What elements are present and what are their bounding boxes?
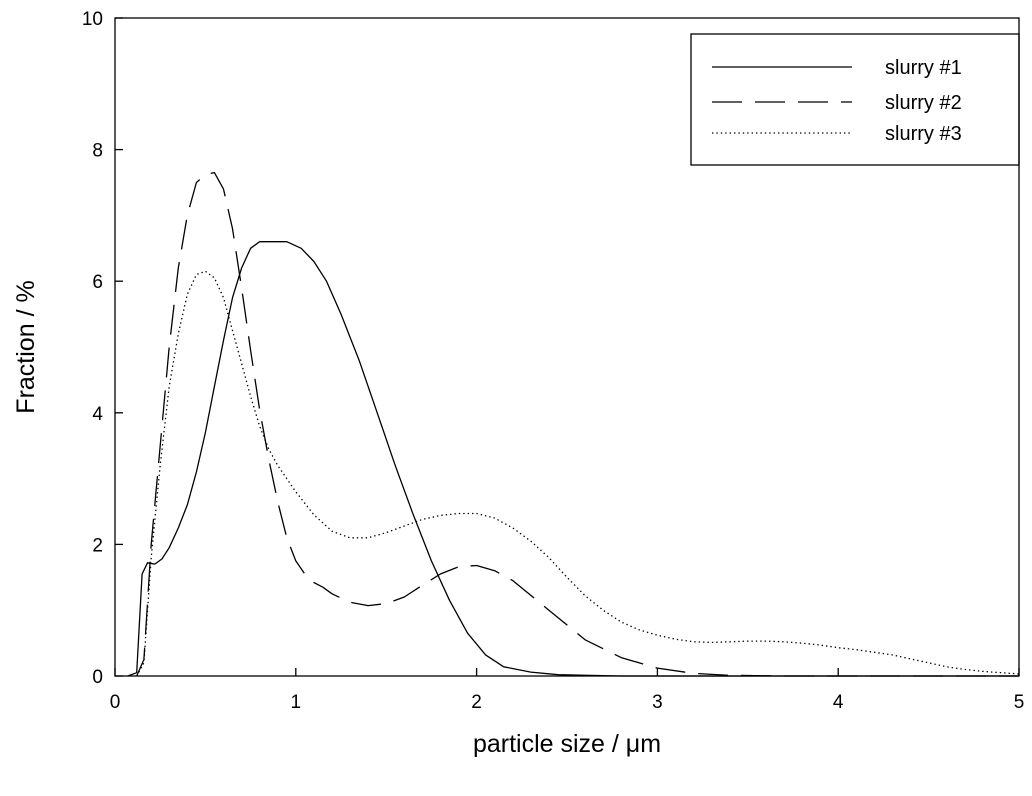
y-tick-label: 0 [92,667,103,688]
x-tick-label: 5 [1014,692,1025,713]
y-axis-title: Fraction / % [12,280,40,413]
y-tick-label: 6 [92,272,103,293]
series-layer [127,171,1020,677]
legend-box [690,33,1020,166]
legend-label-slurry-2: slurry #2 [885,92,962,114]
y-tick-label: 10 [82,9,103,30]
legend-label-slurry-1: slurry #1 [885,57,962,79]
legend: slurry #1 slurry #2 slurry #3 [690,33,1020,166]
legend-label-slurry-3: slurry #3 [885,123,962,145]
series-line-slurry-3 [136,270,1020,677]
y-tick-label: 4 [92,404,103,425]
y-tick-label: 8 [92,141,103,162]
series-line-slurry-2 [136,171,1019,677]
x-tick-label: 4 [833,692,844,713]
x-tick-label: 1 [291,692,302,713]
y-tick-label: 2 [92,535,103,556]
y-axis: 0 2 4 6 8 10 [82,9,123,688]
x-axis-title: particle size / μm [473,730,661,758]
plot-frame [114,17,1020,677]
x-tick-label: 0 [110,692,121,713]
x-tick-label: 2 [471,692,482,713]
series-line-slurry-1 [127,241,1019,677]
x-axis: 0 1 2 3 4 5 [110,668,1025,713]
x-tick-label: 3 [652,692,663,713]
